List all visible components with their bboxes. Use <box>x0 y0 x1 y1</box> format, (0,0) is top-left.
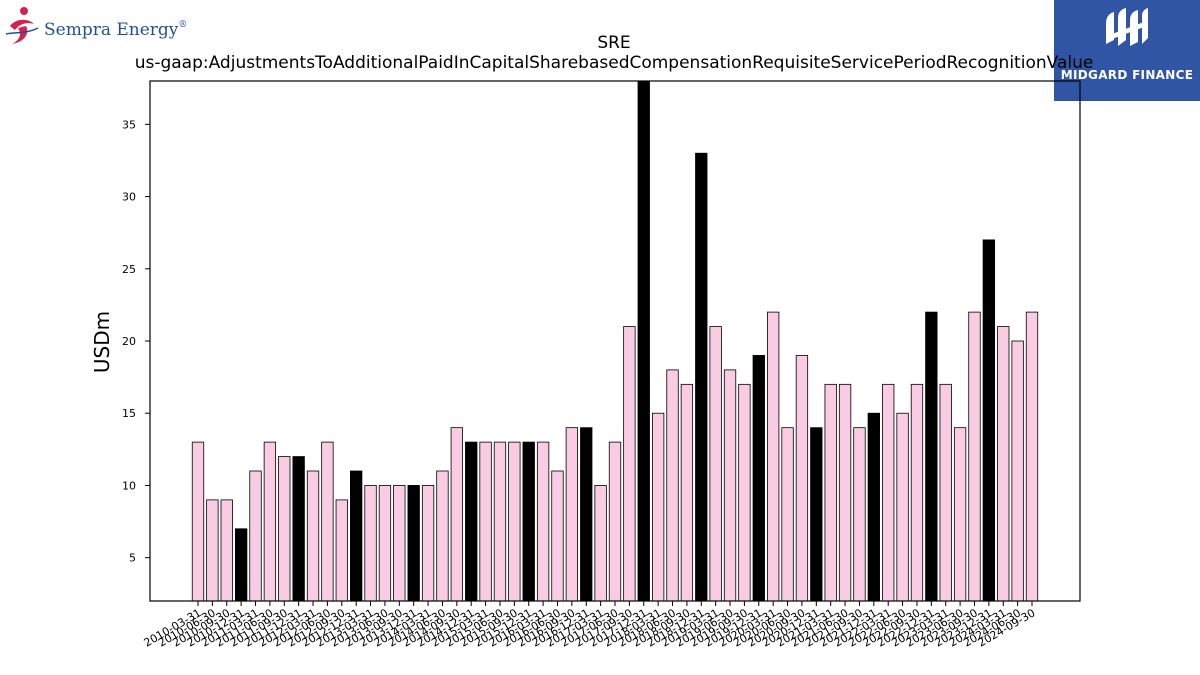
bar-2019-06-30 <box>723 369 737 602</box>
midgard-logo: MIDGARD FINANCE <box>1054 0 1200 101</box>
bar-2023-09-30 <box>968 311 981 602</box>
bar-2012-06-30 <box>321 441 334 602</box>
bar-2013-09-30 <box>393 485 406 602</box>
bar-2019-12-31 <box>752 355 765 602</box>
sempra-flame-icon <box>5 7 39 44</box>
bar-2020-03-31 <box>767 311 780 602</box>
bar-2016-03-31 <box>536 441 550 602</box>
bar-2013-12-31 <box>407 485 420 602</box>
bar-2010-12-31 <box>234 528 248 602</box>
y-tick-label: 25 <box>122 263 136 276</box>
bar-2016-09-30 <box>565 427 579 602</box>
bar-2014-03-31 <box>421 485 435 602</box>
y-tick-label: 10 <box>122 479 136 492</box>
y-tick-label: 5 <box>129 552 136 565</box>
bar-2020-12-31 <box>810 427 823 602</box>
bar-2020-09-30 <box>795 355 809 602</box>
bar-2023-03-31 <box>939 383 952 602</box>
bar-2012-12-31 <box>350 470 363 602</box>
chart-subtitle: us-gaap:AdjustmentsToAdditionalPaidInCap… <box>135 53 1094 73</box>
bar-series <box>191 80 1039 602</box>
y-tick-label: 20 <box>122 335 136 348</box>
bar-2011-12-31 <box>292 456 305 602</box>
bar-2010-09-30 <box>220 499 233 602</box>
bar-2023-12-31 <box>982 239 996 602</box>
bar-2014-06-30 <box>436 470 449 602</box>
bar-2010-06-30 <box>206 499 219 602</box>
bar-2012-09-30 <box>335 499 348 602</box>
bar-2018-03-31 <box>651 412 665 602</box>
bar-2019-09-30 <box>738 383 751 602</box>
bar-2019-03-31 <box>709 326 722 602</box>
bar-2014-09-30 <box>450 427 463 602</box>
y-tick-label: 15 <box>122 407 136 420</box>
x-axis-ticks: 2010-03-312010-06-302010-09-302010-12-31… <box>142 601 1038 650</box>
plot-frame <box>149 80 1081 602</box>
y-axis-ticks: 5 10 15 20 25 30 35 <box>122 118 150 565</box>
bar-2022-09-30 <box>910 383 924 602</box>
bar-2024-09-30 <box>1025 311 1039 602</box>
bar-2022-06-30 <box>896 412 909 602</box>
bar-2011-03-31 <box>249 470 262 602</box>
bar-2021-09-30 <box>853 427 866 602</box>
bar-2015-06-30 <box>493 441 507 602</box>
bar-2016-12-31 <box>580 427 593 602</box>
midgard-mark-icon <box>1106 8 1148 46</box>
y-tick-label: 35 <box>122 118 136 131</box>
bar-2011-06-30 <box>263 441 277 602</box>
bar-2015-12-31 <box>522 441 535 602</box>
bar-2010-03-31 <box>191 441 205 602</box>
bar-2014-12-31 <box>465 441 478 602</box>
bar-2023-06-30 <box>953 427 967 602</box>
bar-2017-12-31 <box>637 80 650 602</box>
bar-2022-12-31 <box>925 311 938 602</box>
bar-2013-03-31 <box>364 485 377 602</box>
y-axis-label: USDm <box>90 311 114 373</box>
bar-2021-06-30 <box>838 383 852 602</box>
bar-2024-03-31 <box>997 326 1010 602</box>
bar-2020-06-30 <box>781 427 794 602</box>
bar-2018-12-31 <box>695 152 708 602</box>
bar-2017-03-31 <box>594 485 607 602</box>
bar-2016-06-30 <box>551 470 564 602</box>
sempra-logo-text: Sempra Energy® <box>44 20 188 40</box>
bar-2012-03-31 <box>306 470 320 602</box>
sempra-logo: Sempra Energy® <box>4 4 187 46</box>
bar-2015-03-31 <box>479 441 492 602</box>
bar-2024-06-30 <box>1011 340 1024 602</box>
bar-2018-09-30 <box>680 383 694 602</box>
bar-2013-06-30 <box>378 485 392 602</box>
bar-2021-12-31 <box>867 412 880 602</box>
bar-2011-09-30 <box>278 456 291 602</box>
bar-2018-06-30 <box>666 369 679 602</box>
bar-2015-09-30 <box>508 441 521 602</box>
chart-title: SRE <box>597 33 630 53</box>
y-tick-label: 30 <box>122 191 136 204</box>
bar-2017-06-30 <box>608 441 622 602</box>
midgard-logo-text: MIDGARD FINANCE <box>1060 68 1194 82</box>
bar-2017-09-30 <box>623 326 636 602</box>
bar-2021-03-31 <box>824 383 837 602</box>
bar-2022-03-31 <box>882 383 895 602</box>
